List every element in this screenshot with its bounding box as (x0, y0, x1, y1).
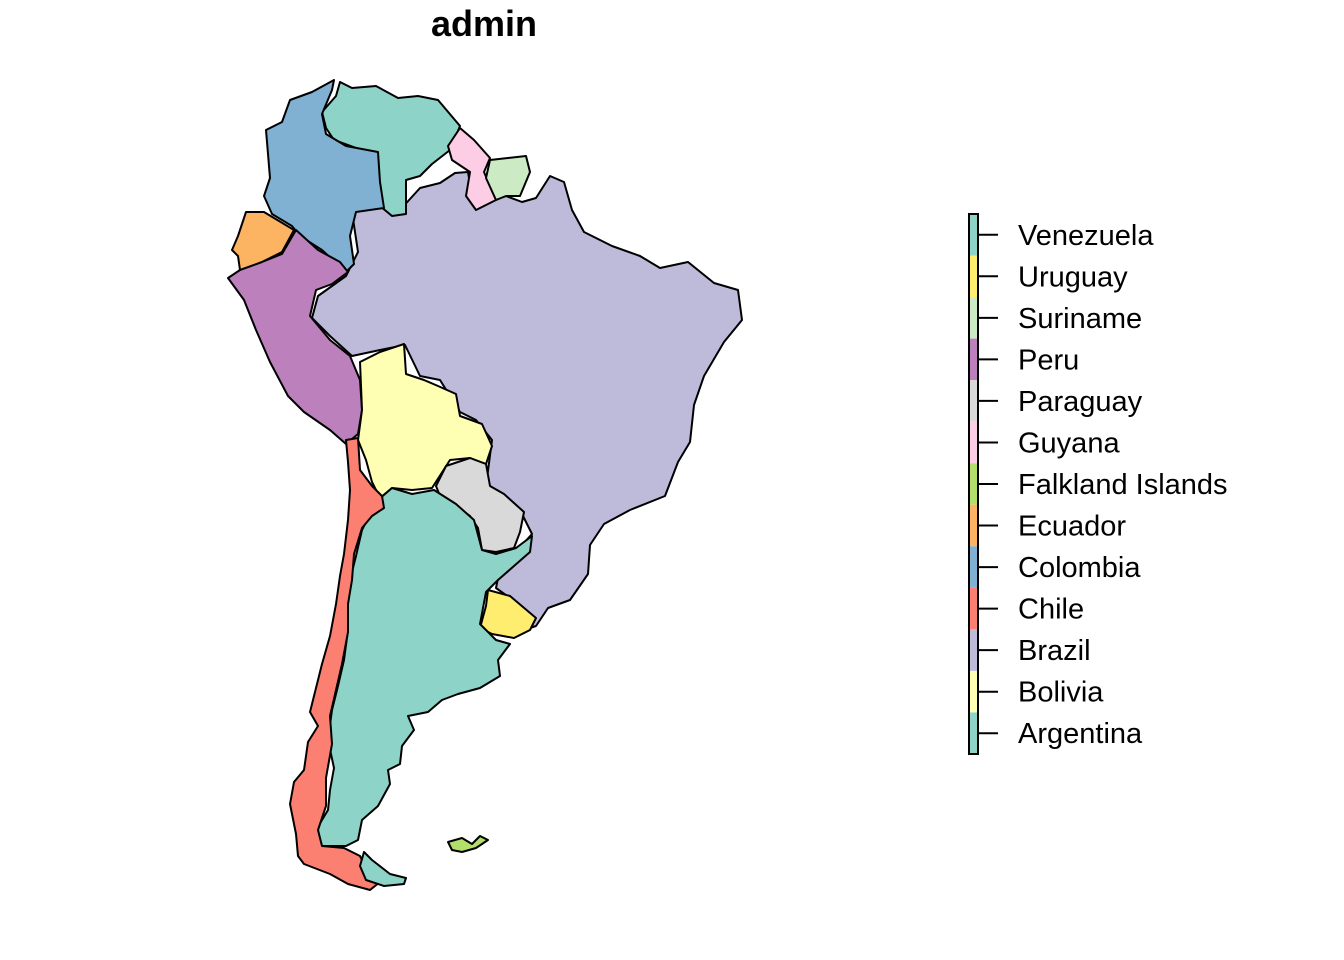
legend-swatch (969, 504, 978, 547)
legend-label: Brazil (1018, 635, 1091, 667)
legend-swatch (969, 255, 978, 298)
legend-label: Paraguay (1018, 386, 1143, 418)
country-guyana[interactable] (447, 127, 497, 211)
legend-swatch (969, 546, 978, 588)
legend-label: Colombia (1018, 552, 1141, 584)
legend-label: Peru (1018, 344, 1079, 376)
legend: Venezuela Uruguay Suriname Peru Paraguay Guya… (968, 213, 1228, 755)
legend-swatch (969, 297, 978, 339)
country-argentina-tierra-del-fuego[interactable] (359, 851, 407, 887)
country-uruguay[interactable] (479, 589, 537, 639)
legend-bar-frame (968, 213, 979, 755)
legend-label: Uruguay (1018, 261, 1128, 293)
legend-label: Argentina (1018, 718, 1143, 750)
country-peru[interactable] (227, 229, 363, 445)
legend-label: Chile (1018, 594, 1084, 626)
legend-swatch (969, 629, 978, 671)
legend-swatch (969, 214, 978, 256)
legend-swatch (969, 338, 978, 381)
map-title: admin (431, 3, 537, 44)
country-suriname[interactable] (485, 155, 531, 201)
legend-swatch (969, 421, 978, 464)
legend-swatch (969, 463, 978, 505)
country-falkland-islands[interactable] (447, 835, 489, 853)
legend-swatch (969, 587, 978, 630)
country-argentina[interactable] (315, 487, 533, 847)
legend-label: Suriname (1018, 303, 1142, 335)
legend-label: Guyana (1018, 427, 1120, 459)
legend-label: Bolivia (1018, 677, 1104, 709)
countries-layer (227, 79, 743, 891)
legend-swatch (969, 670, 978, 713)
legend-swatch (969, 380, 978, 422)
legend-label: Venezuela (1018, 220, 1154, 252)
country-brazil[interactable] (311, 171, 743, 631)
country-colombia[interactable] (263, 79, 385, 273)
legend-label: Ecuador (1018, 511, 1126, 543)
legend-swatch (969, 712, 978, 754)
legend-label: Falkland Islands (1018, 469, 1228, 501)
